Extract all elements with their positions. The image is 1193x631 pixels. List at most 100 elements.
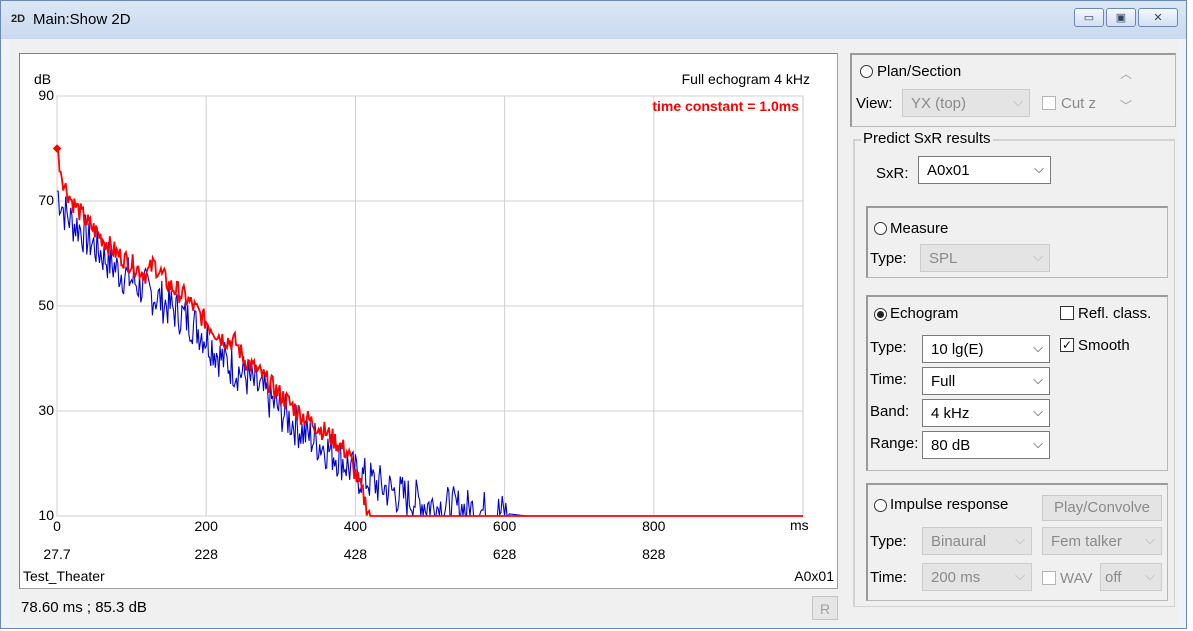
maximize-button[interactable]: ▣ xyxy=(1106,8,1136,27)
footer-left-label: Test_Theater xyxy=(23,568,105,584)
echogram-label: Echogram xyxy=(890,305,959,322)
chevron-down-icon: ⌵ xyxy=(1015,532,1025,547)
maximize-icon: ▣ xyxy=(1115,12,1127,24)
close-button[interactable]: ✕ xyxy=(1138,8,1178,27)
talker-select[interactable]: Fem talker ⌵ xyxy=(1042,527,1162,555)
window-title: Main:Show 2D xyxy=(33,11,131,28)
chart-series-layer xyxy=(52,144,803,517)
impulse-time-select[interactable]: 200 ms ⌵ xyxy=(922,563,1032,591)
minimize-icon: ▭ xyxy=(1083,12,1095,24)
refl-class-label: Refl. class. xyxy=(1078,305,1152,322)
chevron-down-icon: ⌵ xyxy=(1033,249,1043,264)
echogram-range-value: 80 dB xyxy=(931,437,971,454)
chart-tick-layer: 90 70 50 30 100 200 400 600 800 27.7 228 428 628 828 xyxy=(38,87,665,562)
measure-label: Measure xyxy=(890,220,949,237)
minimize-button[interactable]: ▭ xyxy=(1074,8,1104,27)
echogram-band-select[interactable]: 4 kHz ⌵ xyxy=(922,399,1050,427)
series-start-marker xyxy=(52,144,62,153)
chevron-down-icon: ⌵ xyxy=(1145,532,1155,547)
measure-type-select[interactable]: SPL ⌵ xyxy=(920,244,1050,272)
impulse-type-value: Binaural xyxy=(931,533,987,550)
impulse-type-select[interactable]: Binaural ⌵ xyxy=(922,527,1032,555)
smooth-checkbox[interactable]: ✓ xyxy=(1060,338,1074,352)
echogram-type-value: 10 lg(E) xyxy=(931,341,984,358)
client-area: 90 70 50 30 10 0 200 400 600 800 27.7 228 428 628 828 … xyxy=(9,39,1179,624)
echogram-band-value: 4 kHz xyxy=(931,405,970,422)
wav-checkbox[interactable] xyxy=(1042,571,1056,585)
impulse-time-value: 200 ms xyxy=(931,569,981,586)
background-strip xyxy=(1187,0,1193,631)
x-tick-label: 800 xyxy=(642,518,666,534)
footer-right-label: A0x01 xyxy=(794,568,834,584)
echogram-type-label: Type: xyxy=(870,339,907,356)
wav-label: WAV xyxy=(1060,570,1093,587)
x-secondary-tick-label: 428 xyxy=(344,546,368,562)
predict-group xyxy=(853,139,1175,607)
y-tick-label: 70 xyxy=(38,192,54,208)
scroll-up-icon[interactable]: ︿ xyxy=(1120,67,1133,81)
x-secondary-tick-label: 828 xyxy=(642,546,666,562)
x-tick-label: 0 xyxy=(53,518,61,534)
echogram-range-select[interactable]: 80 dB ⌵ xyxy=(922,431,1050,459)
sxr-label: SxR: xyxy=(876,165,909,182)
chevron-down-icon: ⌵ xyxy=(1034,161,1044,176)
chevron-down-icon: ⌵ xyxy=(1145,568,1155,583)
plan-section-radio[interactable] xyxy=(860,65,873,78)
x-secondary-tick-label: 628 xyxy=(493,546,517,562)
measure-type-value: SPL xyxy=(929,250,958,267)
echogram-time-select[interactable]: Full ⌵ xyxy=(922,367,1050,395)
play-convolve-button[interactable]: Play/Convolve xyxy=(1042,495,1162,521)
view-select[interactable]: YX (top) ⌵ xyxy=(902,89,1030,117)
echogram-time-value: Full xyxy=(931,373,956,390)
cut-z-label: Cut z xyxy=(1061,95,1097,112)
measure-radio[interactable] xyxy=(874,222,887,235)
impulse-label: Impulse response xyxy=(890,496,1009,513)
impulse-radio[interactable] xyxy=(874,499,887,512)
echogram-plot-panel[interactable]: 90 70 50 30 10 0 200 400 600 800 27.7 228 428 628 828 … xyxy=(19,53,838,589)
wav-select-value: off xyxy=(1105,569,1122,586)
chevron-down-icon: ⌵ xyxy=(1033,436,1043,451)
x-tick-label: 600 xyxy=(493,518,517,534)
view-label: View: xyxy=(856,95,893,112)
predict-group-label: Predict SxR results xyxy=(861,130,993,147)
checkmark-icon: ✓ xyxy=(1061,338,1073,352)
talker-select-value: Fem talker xyxy=(1051,533,1122,550)
chevron-down-icon: ⌵ xyxy=(1033,340,1043,355)
chevron-down-icon: ⌵ xyxy=(1033,372,1043,387)
plan-section-group: Plan/Section View: YX (top) ⌵ Cut z ︿ ﹀ xyxy=(850,53,1176,127)
time-constant-annotation: time constant = 1.0ms xyxy=(652,98,799,114)
view-select-value: YX (top) xyxy=(911,95,967,112)
echogram-radio[interactable] xyxy=(874,308,887,321)
smooth-label: Smooth xyxy=(1078,337,1130,354)
echogram-range-label: Range: xyxy=(870,435,919,452)
plan-section-label: Plan/Section xyxy=(877,63,962,80)
sxr-select[interactable]: A0x01 ⌵ xyxy=(918,156,1051,184)
x-tick-label: 400 xyxy=(344,518,368,534)
echogram-type-select[interactable]: 10 lg(E) ⌵ xyxy=(922,335,1050,363)
cut-z-checkbox[interactable] xyxy=(1042,96,1056,110)
title-bar: 2D Main:Show 2D ▭ ▣ ✕ xyxy=(1,1,1186,39)
impulse-type-label: Type: xyxy=(870,533,907,550)
impulse-group: Impulse response Play/Convolve Type: Bin… xyxy=(866,483,1168,601)
y-tick-label: 10 xyxy=(38,507,54,523)
control-sidebar: Plan/Section View: YX (top) ⌵ Cut z ︿ ﹀ … xyxy=(850,53,1177,609)
impulse-time-label: Time: xyxy=(870,569,907,586)
y-tick-label: 90 xyxy=(38,87,54,103)
scroll-down-icon[interactable]: ﹀ xyxy=(1120,99,1133,113)
x-tick-label: 200 xyxy=(195,518,219,534)
y-axis-label: dB xyxy=(34,71,51,87)
y-tick-label: 50 xyxy=(38,297,54,313)
chart-title: Full echogram 4 kHz xyxy=(682,71,810,87)
echogram-time-label: Time: xyxy=(870,371,907,388)
series-line-blue xyxy=(56,190,528,517)
r-button[interactable]: R xyxy=(812,596,838,620)
chevron-down-icon: ⌵ xyxy=(1033,404,1043,419)
x-secondary-tick-label: 27.7 xyxy=(43,546,70,562)
measure-group: Measure Type: SPL ⌵ xyxy=(866,206,1168,278)
chart-grid xyxy=(56,95,804,517)
wav-select[interactable]: off ⌵ xyxy=(1100,563,1162,591)
refl-class-checkbox[interactable] xyxy=(1060,306,1074,320)
measure-type-label: Type: xyxy=(870,250,907,267)
